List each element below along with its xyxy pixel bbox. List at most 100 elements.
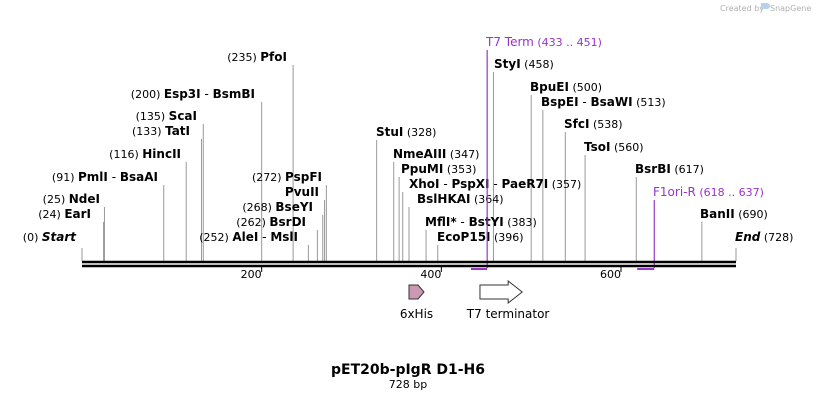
site-name: PspFI [285,170,322,184]
site-position: (513) [633,96,666,109]
site-position: (91) [52,171,78,184]
site-label-alei[interactable]: (252) AleI - MslI [199,230,298,244]
site-label-scai[interactable]: (135) ScaI [136,109,197,123]
site-label-styi[interactable]: StyI (458) [494,57,554,71]
site-star: * [450,215,457,229]
site-name: BsrBI [635,162,671,176]
site-position: (252) [199,231,232,244]
feature-arrow-t7terminator[interactable] [479,279,524,305]
site-label-stui[interactable]: StuI (328) [376,125,436,139]
primer-label-f1ori[interactable]: F1ori-R (618 .. 637) [653,185,764,199]
site-name-3: PaeR7I [502,177,549,191]
site-name: Esp3I [164,87,201,101]
site-name-2: BsaAI [120,170,158,184]
site-label-bslhkai[interactable]: BslHKAI (364) [417,192,504,206]
site-name-2: BstYI [469,215,504,229]
site-label-ndei[interactable]: (25) NdeI [43,192,100,206]
site-name: NmeAIII [393,147,446,161]
site-label-tsoi[interactable]: TsoI (560) [584,140,644,154]
primer-layer: T7 Term (433 .. 451) F1ori-R (618 .. 637) [470,35,764,270]
site-name: StyI [494,57,521,71]
site-name-2: BsmBI [213,87,255,101]
site-position: (262) [236,216,269,229]
site-label-pmli[interactable]: (91) PmlI - BsaAI [52,170,158,184]
site-name: PpuMI [401,162,443,176]
site-position: (396) [491,231,524,244]
site-name: BslHKAI [417,192,471,206]
site-separator: - [108,170,120,184]
site-label-nmeaiii[interactable]: NmeAIII (347) [393,147,479,161]
site-label-pvuii[interactable]: PvuII [285,185,319,199]
site-position: (0) [23,231,42,244]
credit-brand: SnapGene [770,4,811,13]
site-separator: - [201,87,213,101]
snapgene-logo-icon [761,3,770,9]
site-name: HincII [142,147,181,161]
axis: 200 400 600 [241,266,622,281]
site-position: (133) [132,125,165,138]
site-label-bseyi[interactable]: (268) BseYI [242,200,313,214]
site-label-sfci[interactable]: SfcI (538) [564,117,623,131]
site-separator: - [579,95,591,109]
site-position: (272) [252,171,285,184]
site-label-bsrbi[interactable]: BsrBI (617) [635,162,704,176]
site-label-bsrdi[interactable]: (262) BsrDI [236,215,306,229]
site-label-eari[interactable]: (24) EarI [38,207,91,221]
site-labels: (0) Start (24) EarI(25) NdeI (91) PmlI - B… [23,50,794,244]
site-label-pspfi[interactable]: (272) PspFI [252,170,322,184]
plasmid-name: pET20b-pIgR D1-H6 [331,362,485,378]
site-label-ecop15i[interactable]: EcoP15I (396) [437,230,524,244]
primer-range: (433 .. 451) [534,36,602,49]
site-label-hincii[interactable]: (116) HincII [109,147,181,161]
site-label-tati[interactable]: (133) TatI [132,124,190,138]
axis-tick-label: 200 [241,268,262,281]
site-label-end[interactable]: End (728) [735,230,793,244]
site-separator: - [258,230,270,244]
axis-tick-label: 400 [420,268,441,281]
site-label-ppumi[interactable]: PpuMI (353) [401,162,476,176]
site-lines [81,65,737,261]
feature-label-t7terminator[interactable]: T7 terminator [466,307,550,321]
backbone [82,260,736,268]
site-position: (538) [589,118,622,131]
feature-arrow-his6[interactable] [408,284,425,300]
site-separator: - [457,215,469,229]
site-label-pfoi[interactable]: (235) PfoI [227,50,287,64]
site-position: (135) [136,110,169,123]
site-label-banii[interactable]: BanII (690) [700,207,768,221]
feature-label-his6[interactable]: 6xHis [400,307,433,321]
site-name: PfoI [260,50,287,64]
primer-name: F1ori-R [653,185,696,199]
site-separator-2: - [490,177,502,191]
site-position: (24) [38,208,64,221]
site-name: TsoI [584,140,610,154]
site-position: (235) [227,51,260,64]
site-name: PvuII [285,185,319,199]
site-label-mfli[interactable]: MflI* - BstYI (383) [425,215,537,229]
site-label-bpuei[interactable]: BpuEI (500) [530,80,602,94]
site-position: (383) [504,216,537,229]
axis-tick-label: 600 [600,268,621,281]
site-position: (353) [443,163,476,176]
site-name-2: BsaWI [591,95,633,109]
primer-range: (618 .. 637) [696,186,764,199]
site-name: ScaI [169,109,197,123]
plasmid-length: 728 bp [389,378,427,391]
site-name: StuI [376,125,403,139]
snapgene-credit: Created by SnapGene [720,3,811,13]
site-name: End [735,230,761,244]
site-label-esp3i[interactable]: (200) Esp3I - BsmBI [131,87,255,101]
feature-layer: 6xHis T7 terminator [400,279,550,321]
site-position: (116) [109,148,142,161]
site-label-xhoi[interactable]: XhoI - PspXI - PaeR7I (357) [409,177,581,191]
site-label-bspei[interactable]: BspEI - BsaWI (513) [541,95,666,109]
site-name: EcoP15I [437,230,491,244]
site-name: SfcI [564,117,589,131]
site-name: XhoI [409,177,440,191]
site-label-start[interactable]: (0) Start [23,230,77,244]
site-position: (357) [548,178,581,191]
primer-label-t7term[interactable]: T7 Term (433 .. 451) [485,35,602,49]
site-position: (268) [242,201,275,214]
site-position: (728) [760,231,793,244]
site-name: BseYI [275,200,313,214]
